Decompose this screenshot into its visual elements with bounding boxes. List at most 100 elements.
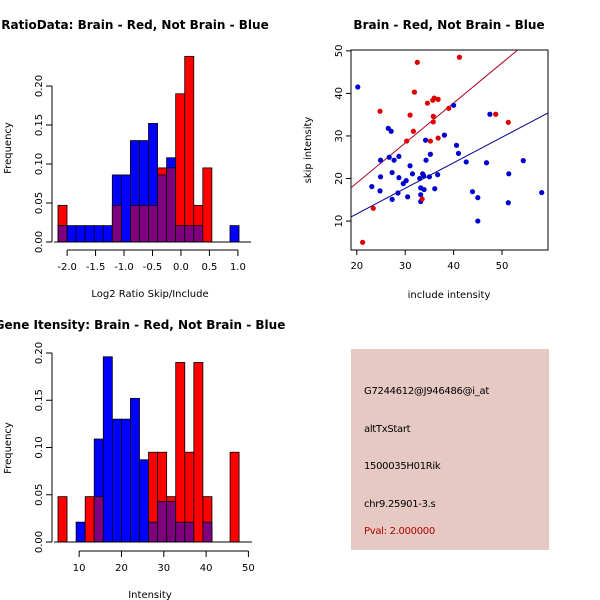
scatter-point-not-brain — [427, 151, 433, 157]
scatter-point-not-brain — [520, 158, 526, 164]
gene-intensity-histogram-y-tick-label: 0.10 — [34, 436, 45, 458]
scatter-point-not-brain — [421, 172, 427, 179]
gene-intensity-histogram-bar-not-brain — [102, 356, 113, 543]
gene-intensity-histogram-bar-overlap — [157, 500, 168, 543]
scatter-point-brain — [505, 119, 511, 125]
scatter-point-not-brain — [377, 174, 384, 180]
scatter-x-tick-label: 20 — [350, 261, 363, 272]
ratio-histogram-bar-not-brain — [66, 225, 77, 243]
location-text: chr9.25901-3.s — [364, 499, 436, 510]
scatter-point-not-brain — [377, 157, 384, 163]
scatter-point-not-brain — [409, 171, 416, 177]
scatter-point-brain — [493, 111, 499, 117]
scatter-point-brain — [414, 59, 420, 65]
gene-intensity-histogram-bar-not-brain — [120, 418, 131, 543]
scatter-point-not-brain — [386, 154, 392, 160]
ratio-histogram-bar-overlap — [157, 174, 168, 243]
scatter-point-not-brain — [475, 218, 481, 224]
ratio-histogram-axes: 0.00 0.05 0.10 0.15 0.20 -2.0 -1.5 -1.0 -0.5 0.0 0… — [34, 75, 251, 273]
gene-intensity-histogram-bar-overlap — [148, 521, 159, 543]
scatter-point-not-brain — [469, 189, 476, 195]
scatter-fit-line-not-brain — [351, 112, 548, 218]
scatter-point-brain — [404, 138, 410, 144]
gene-intensity-histogram-y-tick-label: 0.20 — [34, 342, 45, 364]
intensity-scatter-points — [355, 54, 545, 245]
scatter-point-brain — [435, 135, 441, 141]
gene-intensity-histogram-x-tick-label: 50 — [242, 563, 255, 574]
gene-intensity-histogram-bars — [57, 356, 240, 543]
scatter-point-not-brain — [505, 200, 511, 206]
gene-intensity-histogram-bar-not-brain — [111, 418, 122, 543]
intensity-scatter-title: Brain - Red, Not Brain - Blue — [353, 18, 544, 32]
gene-intensity-histogram-bar-overlap — [202, 521, 213, 543]
ratio-histogram-bar-not-brain — [120, 174, 131, 243]
gene-name-text: 1500035H01Rik — [364, 461, 441, 472]
ratio-histogram-y-tick-label: 0.15 — [34, 114, 45, 136]
scatter-point-not-brain — [422, 137, 429, 143]
gene-intensity-histogram-x-tick-label: 10 — [73, 563, 86, 574]
ratio-histogram-bar-overlap — [57, 225, 68, 243]
ratio-histogram-bar-overlap — [166, 167, 177, 243]
scatter-point-not-brain — [432, 186, 438, 192]
ratio-histogram-y-tick-label: 0.10 — [34, 153, 45, 175]
gene-intensity-histogram-bar-not-brain — [75, 521, 86, 543]
scatter-point-not-brain — [426, 174, 433, 180]
scatter-point-not-brain — [418, 192, 424, 198]
event-type-text: altTxStart — [364, 424, 411, 435]
gene-intensity-histogram-bar-brain — [57, 496, 68, 543]
intensity-scatter-xlabel: include intensity — [408, 290, 491, 301]
scatter-point-not-brain — [421, 186, 427, 193]
scatter-point-not-brain — [423, 157, 429, 163]
gene-intensity-histogram-bar-overlap — [184, 521, 195, 543]
scatter-y-tick-label: 20 — [334, 172, 345, 185]
scatter-x-tick-label: 30 — [399, 261, 412, 272]
gene-intensity-histogram-bar-overlap — [166, 500, 177, 543]
ratio-histogram-bar-overlap — [148, 204, 158, 243]
ratio-histogram-x-tick-label: -1.0 — [114, 262, 134, 273]
gene-intensity-histogram-ylabel: Frequency — [3, 422, 14, 474]
scatter-point-not-brain — [407, 163, 413, 169]
ratio-histogram-bars — [57, 55, 240, 243]
scatter-point-brain — [419, 196, 425, 202]
ratio-histogram-bar-overlap — [130, 204, 140, 243]
scatter-point-brain — [430, 113, 436, 119]
gene-intensity-histogram-y-tick-label: 0.05 — [34, 484, 45, 506]
intensity-scatter-ylabel: skip intensity — [303, 117, 314, 184]
ratio-histogram-bar-not-brain — [229, 225, 240, 243]
ratio-histogram-bar-overlap — [175, 225, 186, 243]
gene-intensity-histogram-x-tick-label: 40 — [200, 563, 213, 574]
scatter-point-brain — [370, 205, 376, 211]
scatter-point-not-brain — [455, 150, 462, 157]
ratio-histogram-y-tick-label: 0.20 — [34, 75, 45, 97]
scatter-point-not-brain — [506, 171, 512, 177]
gene-intensity-histogram-y-tick-label: 0.15 — [34, 389, 45, 411]
ratio-histogram-panel: RatioData: Brain - Red, Not Brain - Blue… — [1, 18, 268, 300]
gene-intensity-histogram-title: Gene Itensity: Brain - Red, Not Brain - … — [0, 318, 285, 332]
scatter-point-brain — [410, 128, 417, 134]
ratio-histogram-x-tick-label: -2.0 — [57, 262, 77, 273]
gene-intensity-histogram-bar-overlap — [93, 496, 104, 543]
ratio-histogram-y-tick-label: 0.00 — [34, 231, 45, 253]
ratio-histogram-bar-brain — [184, 55, 195, 243]
scatter-point-not-brain — [417, 175, 423, 182]
gene-intensity-histogram-bar-brain — [229, 451, 240, 543]
scatter-point-not-brain — [487, 111, 493, 117]
scatter-point-brain — [427, 138, 433, 144]
scatter-point-not-brain — [483, 160, 490, 166]
intensity-scatter-fit-lines — [351, 50, 548, 218]
ratio-histogram-xlabel: Log2 Ratio Skip/Include — [91, 289, 208, 300]
scatter-point-not-brain — [369, 183, 375, 190]
gene-intensity-histogram-xlabel: Intensity — [128, 590, 172, 600]
scatter-point-brain — [377, 108, 383, 114]
scatter-point-not-brain — [389, 169, 395, 176]
scatter-point-not-brain — [463, 159, 469, 165]
gene-intensity-histogram-x-tick-label: 20 — [115, 563, 128, 574]
scatter-point-brain — [446, 105, 452, 111]
scatter-y-tick-label: 50 — [334, 44, 345, 57]
scatter-point-brain — [407, 112, 413, 118]
gene-intensity-histogram-axes: 0.00 0.05 0.10 0.15 0.20 10 20 30 40 50 — [34, 342, 255, 574]
scatter-point-brain — [456, 54, 463, 60]
scatter-point-brain — [424, 100, 431, 106]
scatter-point-brain — [430, 119, 436, 125]
